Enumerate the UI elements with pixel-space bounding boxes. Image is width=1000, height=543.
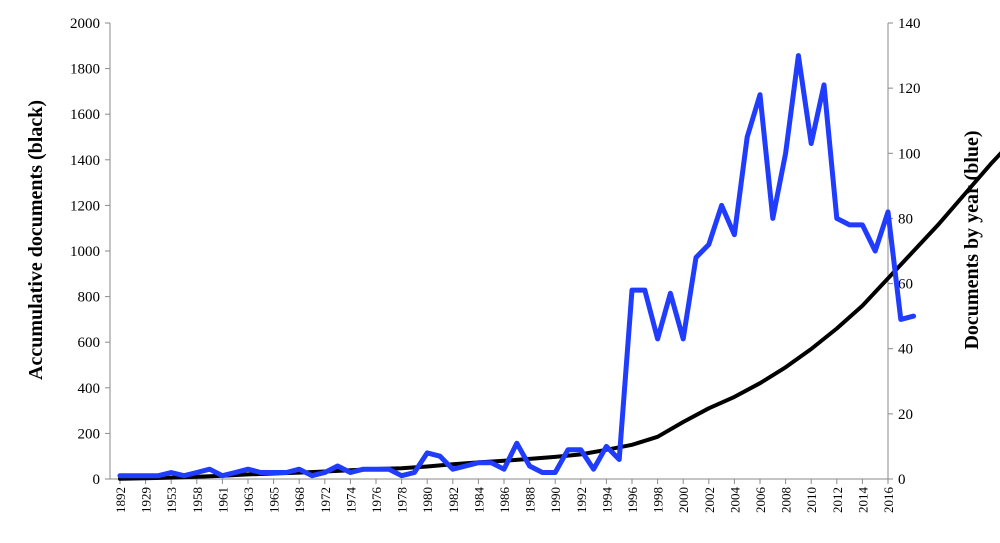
- x-tick-label: 1963: [241, 487, 256, 513]
- accumulative-documents-line: [118, 151, 1000, 481]
- y-tick-label: 1400: [70, 153, 100, 169]
- x-tick-label: 2016: [881, 487, 896, 514]
- y2-tick-label: 0: [898, 472, 906, 488]
- y-tick-label: 1800: [70, 62, 100, 78]
- x-tick-label: 2012: [830, 487, 845, 513]
- x-tick-label: 1953: [164, 487, 179, 513]
- x-tick-label: 2002: [702, 487, 717, 513]
- y2-tick-label: 40: [898, 342, 913, 358]
- x-tick-label: 2008: [779, 487, 794, 513]
- x-tick-label: 1986: [497, 487, 512, 514]
- x-tick-label: 1978: [395, 487, 410, 513]
- y2-tick-label: 120: [898, 81, 921, 97]
- x-tick-label: 1980: [420, 487, 435, 513]
- y-tick-label: 1000: [70, 244, 100, 260]
- y-tick-label: 800: [78, 290, 101, 306]
- y-tick-label: 0: [93, 472, 101, 488]
- y2-tick-label: 140: [898, 16, 921, 32]
- y-tick-label: 2000: [70, 16, 100, 32]
- x-tick-label: 2006: [753, 487, 768, 514]
- x-tick-label: 1984: [471, 487, 486, 514]
- x-tick-label: 1965: [267, 487, 282, 513]
- y-tick-label: 200: [78, 426, 101, 442]
- x-tick-label: 1968: [292, 487, 307, 513]
- x-tick-label: 1994: [599, 487, 614, 514]
- y-tick-label: 400: [78, 381, 101, 397]
- y-axis-title: Accumulative documents (black): [25, 100, 47, 380]
- y2-tick-label: 80: [898, 211, 913, 227]
- x-tick-label: 2004: [727, 487, 742, 514]
- documents-by-year-line: [117, 53, 917, 479]
- y-tick-label: 1600: [70, 107, 100, 123]
- x-tick-label: 1998: [651, 487, 666, 513]
- y2-tick-label: 100: [898, 146, 921, 162]
- y2-axis-title: Documents by year (blue): [961, 130, 983, 349]
- y2-tick-label: 60: [898, 277, 913, 293]
- x-tick-label: 1992: [574, 487, 589, 513]
- x-tick-label: 1974: [343, 487, 358, 514]
- y2-tick-label: 20: [898, 407, 913, 423]
- x-tick-label: 1892: [113, 487, 128, 513]
- x-tick-label: 1958: [190, 487, 205, 513]
- x-tick-label: 2010: [804, 487, 819, 513]
- x-tick-label: 1929: [139, 487, 154, 513]
- x-tick-label: 1988: [523, 487, 538, 513]
- x-tick-label: 2014: [855, 487, 870, 514]
- axes-layer: 0200400600800100012001400160018002000020…: [70, 16, 921, 513]
- x-tick-label: 1961: [215, 487, 230, 513]
- y-tick-label: 1200: [70, 198, 100, 214]
- x-tick-label: 1976: [369, 487, 384, 514]
- x-tick-label: 1982: [446, 487, 461, 513]
- x-tick-label: 1996: [625, 487, 640, 514]
- y-tick-label: 600: [78, 335, 101, 351]
- x-tick-label: 1990: [548, 487, 563, 513]
- x-tick-label: 2000: [676, 487, 691, 513]
- x-tick-label: 1972: [318, 487, 333, 513]
- series-layer: [117, 53, 1000, 481]
